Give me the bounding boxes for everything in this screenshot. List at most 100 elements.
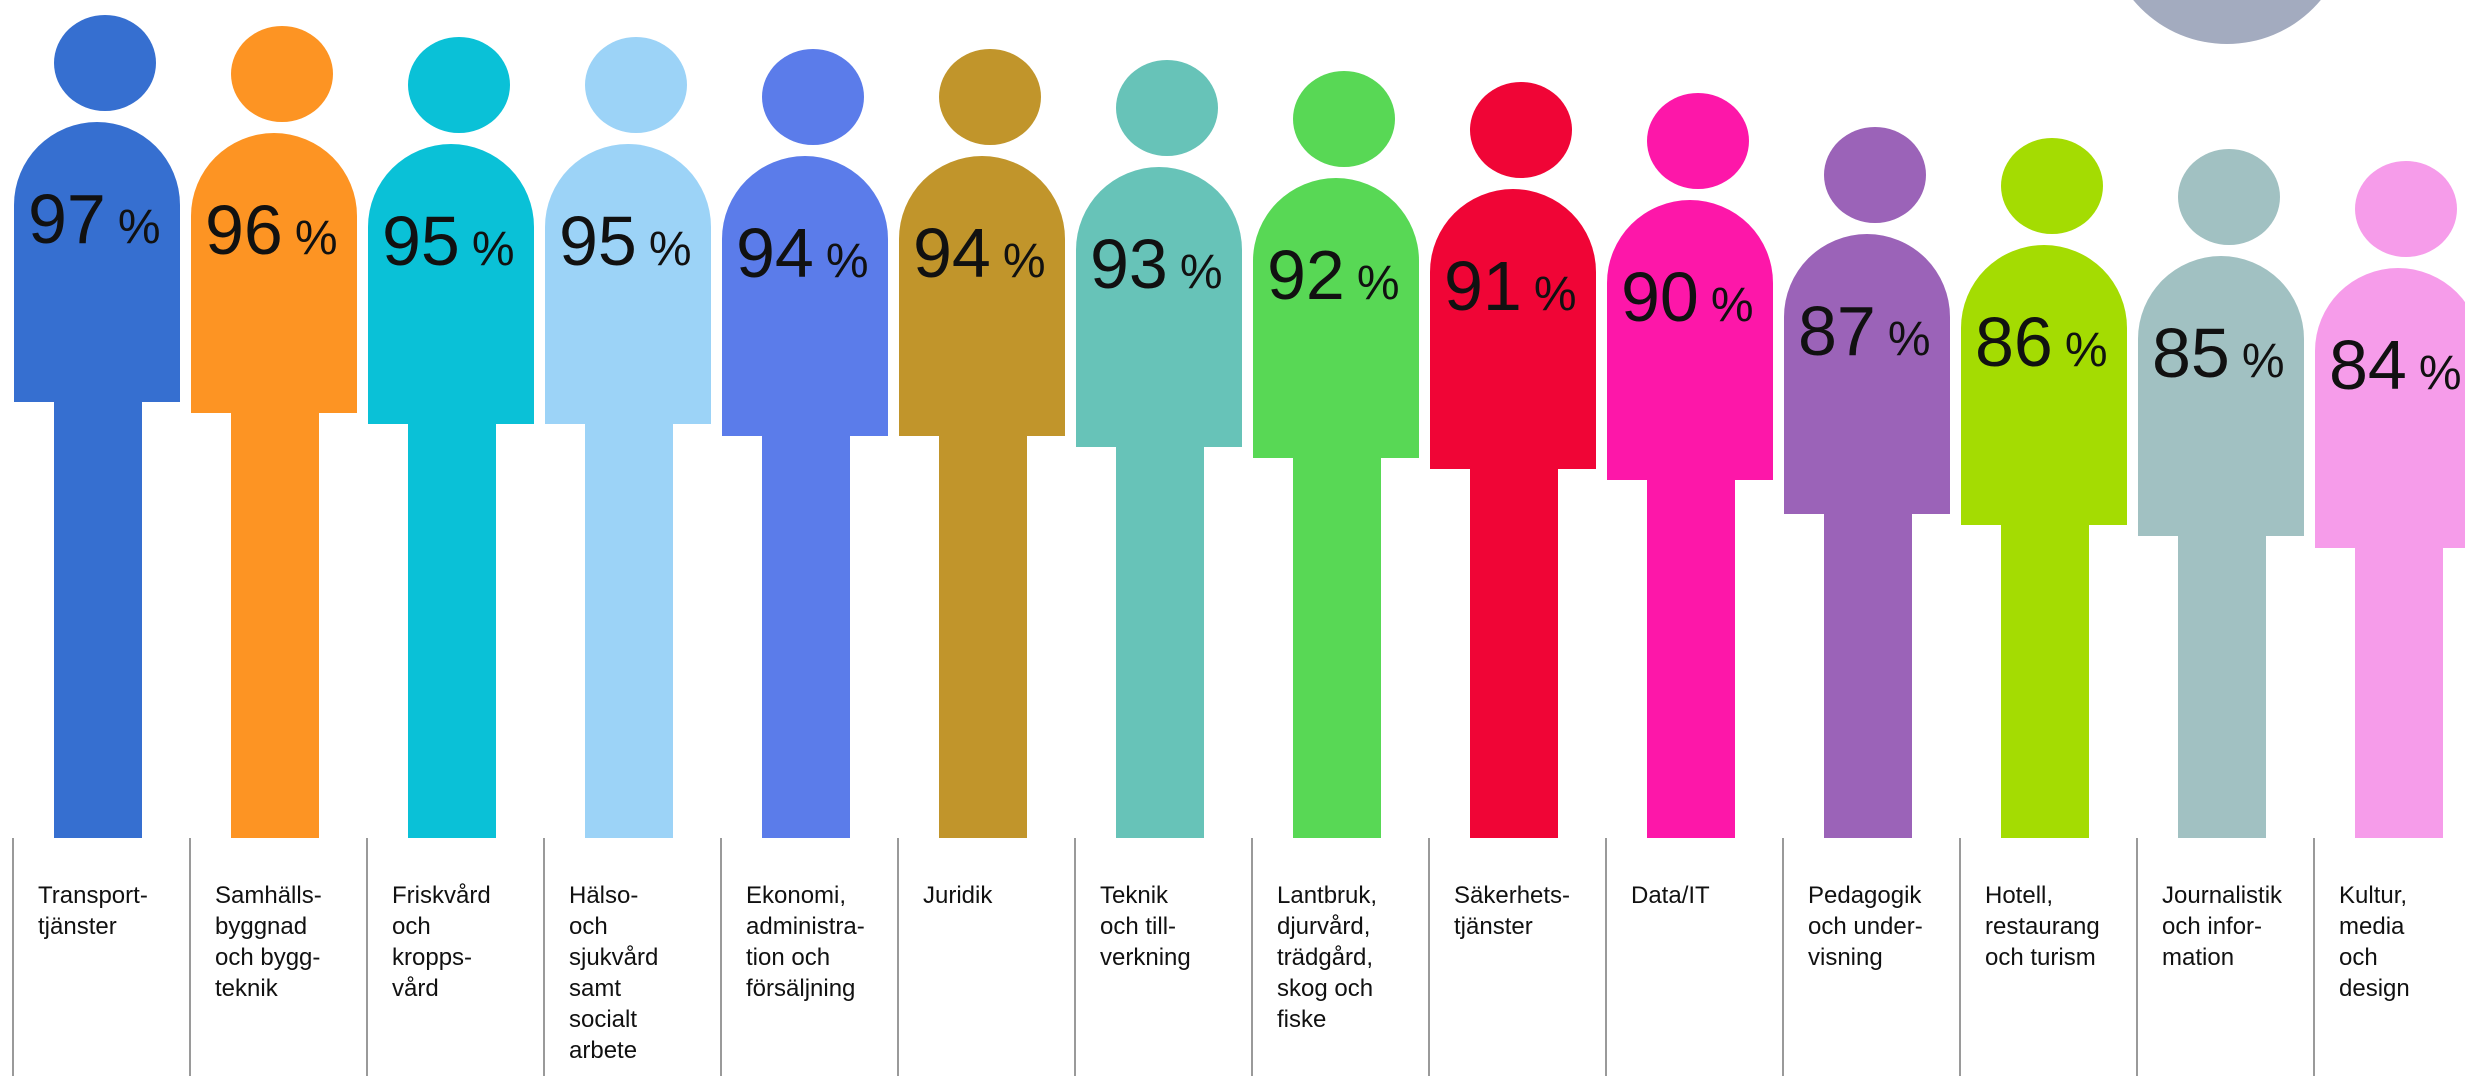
column-separator — [1605, 838, 1607, 1076]
figure-leg — [408, 414, 496, 838]
percent-sign: % — [1533, 268, 1577, 322]
figure-head — [1116, 59, 1218, 156]
percent-sign: % — [471, 223, 515, 277]
figure-head — [762, 48, 864, 145]
figure-head — [1647, 93, 1749, 190]
value-number: 90 — [1621, 258, 1699, 337]
value-label: 85% — [2152, 318, 2285, 388]
figure-leg — [1116, 436, 1204, 838]
figure-leg — [1470, 459, 1558, 838]
percent-sign: % — [648, 223, 692, 277]
value-number: 94 — [736, 213, 814, 292]
value-number: 97 — [28, 180, 106, 258]
percent-sign: % — [1710, 279, 1754, 333]
column-separator — [1959, 838, 1961, 1076]
column-separator — [366, 838, 368, 1076]
value-number: 87 — [1798, 292, 1876, 370]
figure-leg — [231, 403, 319, 838]
percent-sign: % — [825, 234, 869, 288]
category-label: Juridik — [923, 882, 993, 909]
figure-bar — [1253, 178, 1419, 458]
value-label: 90% — [1621, 262, 1754, 332]
figure-bar — [1961, 245, 2127, 526]
column-separator — [2313, 838, 2315, 1076]
value-label: 95% — [382, 206, 515, 276]
value-label: 95% — [559, 206, 692, 276]
value-number: 93 — [1090, 224, 1168, 303]
category-label: Lantbruk, djurvård, trädgård, skog och f… — [1277, 882, 1378, 1033]
column-separator — [12, 838, 14, 1076]
figure-head — [1824, 127, 1926, 223]
percent-sign: % — [1887, 313, 1931, 366]
figure-leg — [1293, 448, 1381, 838]
value-number: 84 — [2329, 325, 2407, 404]
category-label: Kultur, media och design — [2339, 882, 2410, 1002]
value-number: 92 — [1267, 236, 1345, 314]
figure-bar — [1784, 234, 1950, 514]
figure-head — [408, 37, 510, 134]
value-label: 92% — [1267, 240, 1400, 310]
figure-head — [939, 48, 1041, 145]
figure-leg — [762, 425, 850, 838]
figure-bar — [14, 122, 180, 402]
value-number: 91 — [1444, 247, 1522, 326]
value-number: 86 — [1975, 303, 2053, 382]
category-label: Journalistik och infor- mation — [2162, 882, 2283, 971]
figure-bar — [191, 133, 357, 414]
category-label: Hotell, restaurang och turism — [1985, 882, 2100, 971]
category-label: Data/IT — [1631, 882, 1710, 909]
value-number: 95 — [382, 202, 460, 281]
category-label: Säkerhets- tjänster — [1454, 882, 1571, 940]
figure-bar — [1076, 166, 1242, 447]
figure-head — [2355, 160, 2457, 257]
column-separator — [1251, 838, 1253, 1076]
column-separator — [897, 838, 899, 1076]
category-label: Transport- tjänster — [38, 882, 148, 940]
value-label: 97% — [28, 184, 161, 254]
figure-leg — [2001, 515, 2089, 838]
value-label: 94% — [736, 218, 869, 288]
column-separator — [189, 838, 191, 1076]
value-label: 96% — [205, 195, 338, 265]
percent-sign: % — [294, 212, 338, 266]
percent-sign: % — [1002, 234, 1046, 288]
percent-sign: % — [2418, 346, 2462, 400]
category-label: Pedagogik och under- visning — [1808, 882, 1923, 971]
value-label: 94% — [913, 218, 1046, 288]
value-label: 93% — [1090, 229, 1223, 299]
decorative-circle — [2105, 0, 2349, 44]
figure-head — [1293, 71, 1395, 167]
figure-bar — [1607, 200, 1773, 481]
category-label: Hälso- och sjukvård samt socialt arbete — [569, 882, 659, 1064]
figure-head — [1470, 82, 1572, 179]
figure-bar — [545, 144, 711, 425]
figure-bar — [899, 155, 1065, 436]
category-label: Friskvård och kropps- vård — [392, 882, 491, 1002]
percent-sign: % — [2064, 324, 2108, 378]
value-number: 95 — [559, 202, 637, 281]
column-separator — [1782, 838, 1784, 1076]
figure-bar — [1430, 189, 1596, 470]
figure-head — [2001, 138, 2103, 235]
figure-leg — [939, 425, 1027, 838]
percent-sign: % — [117, 201, 161, 254]
figure-bar — [368, 144, 534, 425]
figure-bar — [722, 155, 888, 436]
category-label: Teknik och till- verkning — [1100, 882, 1191, 971]
percent-sign: % — [1179, 245, 1223, 299]
percent-sign: % — [1356, 257, 1400, 310]
figure-leg — [1647, 470, 1735, 838]
percent-sign: % — [2241, 335, 2285, 389]
figure-leg — [2355, 537, 2443, 838]
figure-leg — [54, 392, 142, 838]
figure-bar — [2315, 267, 2465, 548]
column-separator — [1428, 838, 1430, 1076]
figure-head — [585, 37, 687, 134]
value-label: 87% — [1798, 296, 1931, 366]
value-number: 94 — [913, 213, 991, 292]
category-label: Ekonomi, administra- tion och försäljnin… — [746, 882, 865, 1002]
figure-leg — [2178, 526, 2266, 838]
figure-head — [231, 26, 333, 123]
value-label: 84% — [2329, 330, 2462, 400]
